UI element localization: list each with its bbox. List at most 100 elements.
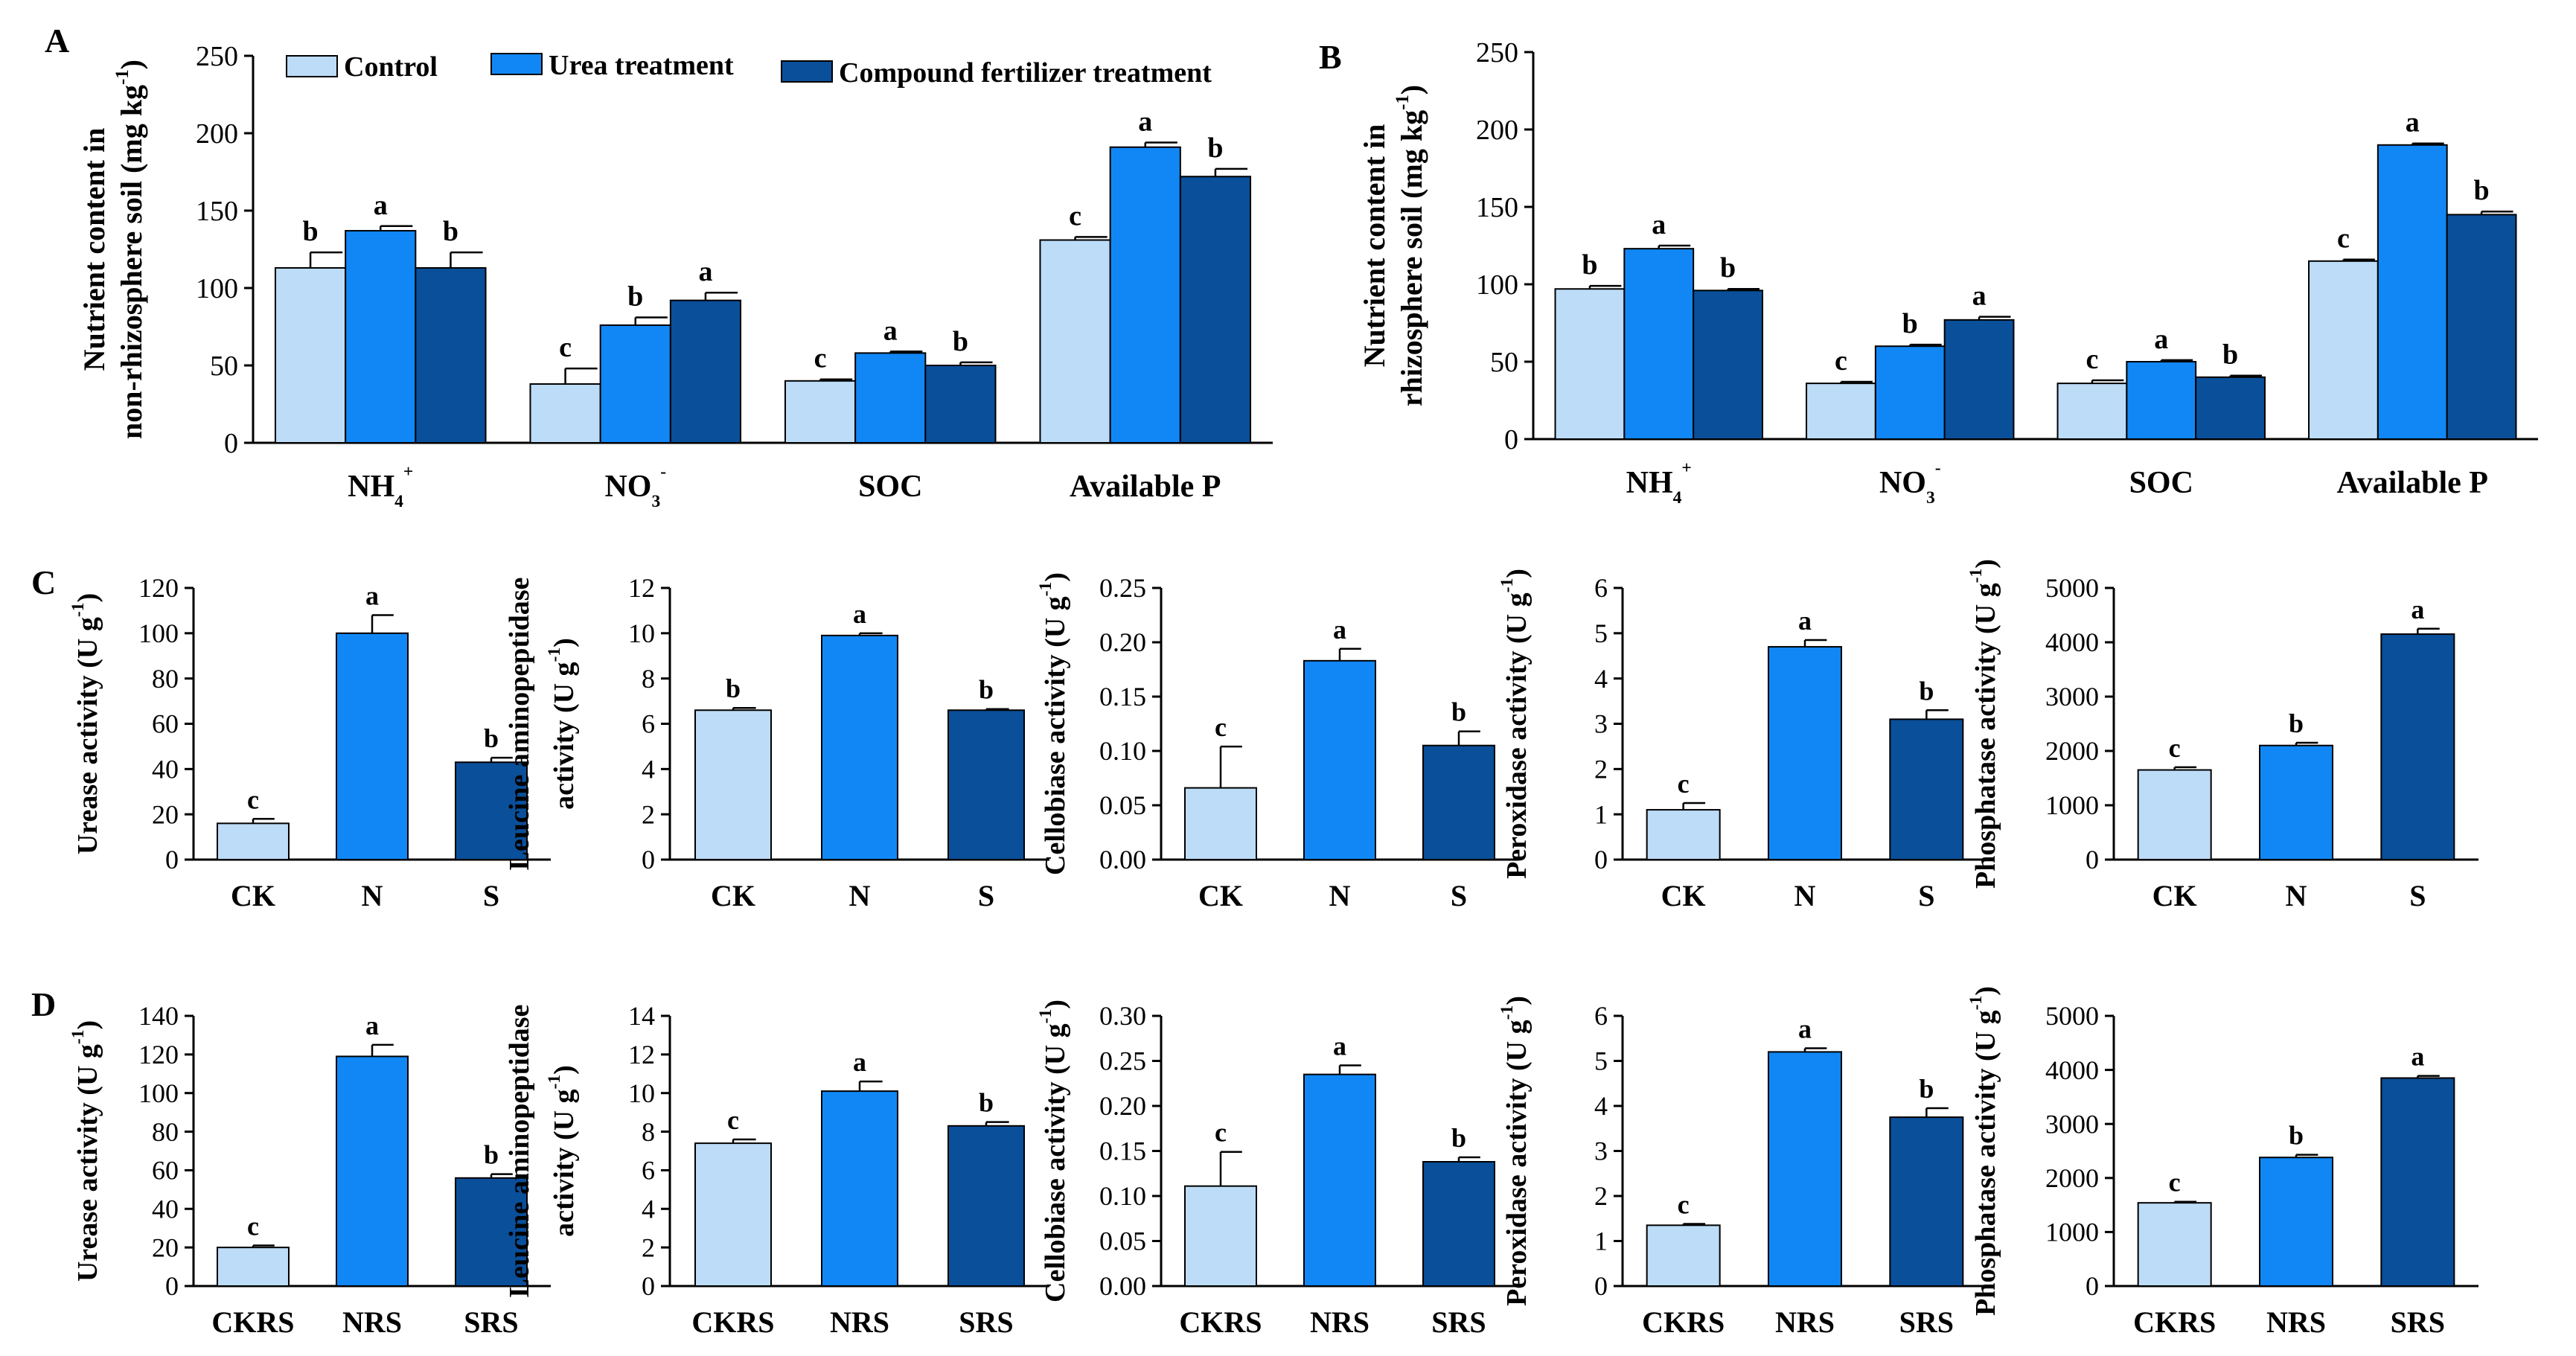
- bar: [694, 1142, 772, 1287]
- y-axis-label-text: Peroxidase activity (U g: [1501, 1020, 1533, 1306]
- chart-7: 0 20 40 60 80 100 120 140 c CKRS a NRS b SRS Urease ac…: [68, 1001, 551, 1339]
- legend-label-compound: Compound fertilizer treatment: [839, 57, 1212, 89]
- y-tick-label: 4: [642, 755, 655, 784]
- significance-letter: c: [1215, 1118, 1227, 1148]
- y-axis-label-line2: non-rhizosphere soil (mg kg-1): [112, 60, 148, 439]
- bar: [455, 761, 528, 861]
- y-axis-label-line2-text: non-rhizosphere soil (mg kg: [115, 85, 148, 439]
- bar: [1874, 345, 1946, 441]
- bar: [2308, 260, 2379, 440]
- legend-swatch-urea: [490, 53, 543, 75]
- x-label-main: SOC: [2129, 466, 2193, 500]
- y-tick-label: 14: [628, 1001, 655, 1031]
- x-category-label: N: [362, 879, 383, 912]
- significance-letter: b: [1451, 697, 1466, 727]
- y-axis-label-line2-text: activity (U g: [549, 1089, 580, 1236]
- bar: [2259, 744, 2333, 861]
- x-category-label: NO3-: [604, 462, 666, 511]
- y-tick-label: 250: [196, 41, 238, 72]
- y-axis-label: Cellobiase activity (U g-1): [1036, 572, 1071, 875]
- y-tick-label: 140: [138, 1001, 179, 1031]
- y-axis-label-line2: rhizosphere soil (mg kg-1): [1393, 85, 1428, 406]
- y-axis-label-tail: ): [72, 1020, 103, 1030]
- bar: [2259, 1157, 2333, 1288]
- bar: [1943, 319, 2015, 440]
- x-category-label: CK: [711, 879, 755, 912]
- y-tick-label: 4000: [2045, 1055, 2099, 1085]
- y-tick-label: 8: [642, 664, 655, 694]
- y-tick-label: 12: [628, 573, 655, 603]
- bar: [455, 1177, 528, 1288]
- y-tick-label: 3: [1594, 709, 1608, 739]
- bar: [821, 634, 898, 860]
- y-tick-label: 250: [1476, 37, 1518, 68]
- significance-letter: a: [1652, 209, 1666, 240]
- y-axis-label: Urease activity (U g-1): [68, 1020, 103, 1282]
- significance-letter: a: [2154, 324, 2168, 355]
- bar: [821, 1090, 898, 1288]
- y-axis-label-line2: activity (U g-1): [545, 638, 580, 810]
- x-label-superscript: +: [403, 462, 413, 482]
- y-tick-label: 5: [1594, 1046, 1608, 1076]
- y-tick-label: 10: [628, 618, 655, 648]
- y-axis-label-line1: Leucine aminopeptidase: [504, 1005, 535, 1298]
- significance-letter: a: [1333, 615, 1346, 645]
- bar: [529, 383, 601, 444]
- x-category-label: NRS: [2266, 1305, 2326, 1339]
- bar: [1554, 288, 1626, 440]
- y-axis-label-superscript: -1: [1498, 578, 1517, 593]
- y-tick-label: 5000: [2045, 573, 2099, 603]
- bar: [854, 352, 927, 444]
- significance-letter: c: [2169, 1168, 2181, 1197]
- x-label-main: NO: [1879, 466, 1926, 500]
- y-tick-label: 1000: [2045, 790, 2099, 820]
- y-tick-label: 10: [628, 1078, 655, 1108]
- x-label-main: Available P: [1070, 470, 1221, 504]
- y-axis-label-tail: ): [1040, 1000, 1071, 1009]
- bar: [2056, 383, 2128, 440]
- bar: [1184, 1185, 1257, 1287]
- bar: [274, 266, 347, 444]
- y-tick-label: 6: [642, 1156, 655, 1186]
- y-tick-label: 100: [196, 273, 238, 304]
- y-axis-label-text: Peroxidase activity (U g: [1501, 592, 1533, 879]
- y-tick-label: 0: [2086, 845, 2099, 874]
- y-tick-label: 0.25: [1099, 573, 1146, 603]
- bar: [694, 709, 772, 860]
- significance-letter: a: [853, 1047, 866, 1077]
- bar: [1768, 1051, 1842, 1288]
- x-category-label: N: [849, 879, 871, 912]
- legend-label-urea: Urea treatment: [549, 50, 734, 81]
- y-axis-label-superscript: -1: [1966, 569, 1986, 583]
- y-tick-label: 4000: [2045, 627, 2099, 657]
- y-axis-label-line2-superscript: -1: [545, 1075, 564, 1090]
- x-label-subscript: 3: [1926, 488, 1935, 508]
- y-tick-label: 4: [1594, 664, 1608, 694]
- y-tick-label: 200: [196, 118, 238, 150]
- x-label-subscript: 3: [651, 492, 660, 511]
- significance-letter: c: [2169, 733, 2181, 763]
- significance-letter: a: [365, 1011, 379, 1040]
- significance-letter: b: [1919, 676, 1934, 706]
- y-axis-label: Phosphatase activity (U g-1): [1966, 986, 2001, 1316]
- significance-letter: b: [627, 281, 643, 313]
- significance-letter: b: [302, 216, 318, 247]
- x-category-label: CKRS: [211, 1305, 294, 1339]
- y-tick-label: 150: [196, 196, 238, 227]
- bar: [784, 380, 857, 444]
- x-category-label: SOC: [858, 470, 922, 504]
- y-axis-label-line1: Leucine aminopeptidase: [504, 578, 535, 871]
- y-axis-label: Urease activity (U g-1): [68, 593, 103, 854]
- bar: [1646, 1224, 1721, 1287]
- y-tick-label: 3000: [2045, 1109, 2099, 1139]
- bar: [345, 230, 417, 444]
- panel-label-d: D: [31, 985, 56, 1023]
- bar: [1039, 239, 1111, 444]
- y-tick-label: 2000: [2045, 1163, 2099, 1193]
- y-tick-label: 6: [1594, 1001, 1608, 1031]
- bar: [947, 1125, 1025, 1287]
- significance-letter: c: [247, 784, 259, 814]
- bar: [1693, 290, 1763, 440]
- significance-letter: c: [1678, 769, 1690, 799]
